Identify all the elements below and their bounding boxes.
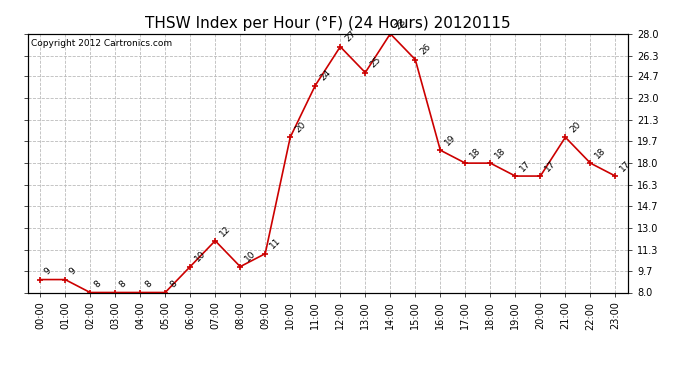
Text: 8: 8: [93, 279, 104, 290]
Text: 18: 18: [493, 146, 508, 160]
Text: 17: 17: [618, 159, 633, 173]
Text: 12: 12: [218, 224, 233, 238]
Text: 18: 18: [468, 146, 482, 160]
Text: Copyright 2012 Cartronics.com: Copyright 2012 Cartronics.com: [30, 39, 172, 48]
Text: 25: 25: [368, 56, 382, 70]
Text: 11: 11: [268, 236, 282, 251]
Text: 28: 28: [393, 16, 408, 31]
Text: 8: 8: [143, 279, 153, 290]
Text: 10: 10: [193, 249, 208, 264]
Text: 17: 17: [543, 159, 558, 173]
Text: 19: 19: [443, 133, 457, 147]
Text: 8: 8: [168, 279, 179, 290]
Text: 18: 18: [593, 146, 608, 160]
Text: 9: 9: [43, 266, 53, 277]
Text: 8: 8: [118, 279, 128, 290]
Text: 27: 27: [343, 30, 357, 44]
Text: 17: 17: [518, 159, 533, 173]
Title: THSW Index per Hour (°F) (24 Hours) 20120115: THSW Index per Hour (°F) (24 Hours) 2012…: [145, 16, 511, 31]
Text: 20: 20: [293, 120, 308, 135]
Text: 20: 20: [568, 120, 582, 135]
Text: 26: 26: [418, 42, 433, 57]
Text: 24: 24: [318, 68, 333, 83]
Text: 9: 9: [68, 266, 79, 277]
Text: 10: 10: [243, 249, 257, 264]
